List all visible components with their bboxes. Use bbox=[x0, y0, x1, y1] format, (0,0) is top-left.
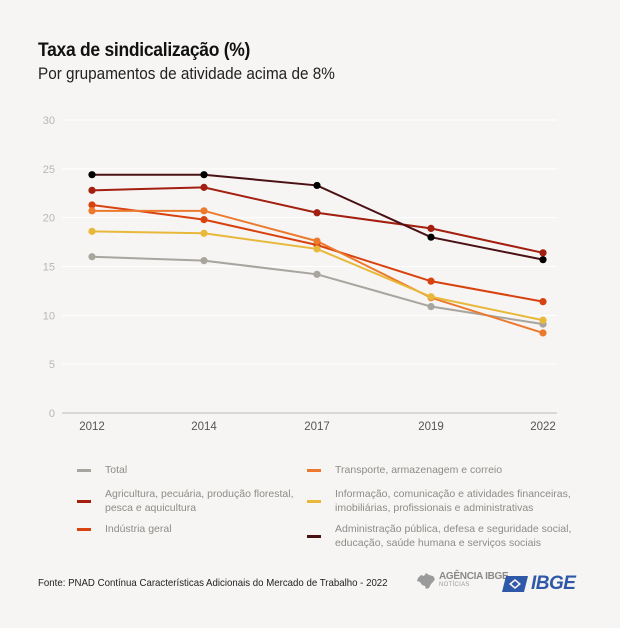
data-point bbox=[88, 171, 96, 179]
data-point bbox=[88, 207, 96, 215]
data-point bbox=[88, 253, 96, 261]
legend-item: Total bbox=[77, 463, 127, 477]
series-points bbox=[88, 171, 547, 337]
y-tick-label: 0 bbox=[49, 408, 55, 420]
data-point bbox=[539, 316, 547, 324]
legend-label: Indústria geral bbox=[105, 523, 172, 535]
y-tick-label: 15 bbox=[43, 262, 55, 274]
x-tick-label: 2019 bbox=[418, 421, 444, 433]
legend-label: Transporte, armazenagem e correio bbox=[335, 464, 503, 476]
data-point bbox=[539, 298, 547, 306]
data-point bbox=[200, 229, 208, 237]
y-axis-ticks: 0 5 10 15 20 25 30 bbox=[43, 115, 55, 420]
data-point bbox=[427, 293, 435, 301]
y-tick-label: 30 bbox=[43, 115, 55, 127]
data-point bbox=[88, 186, 96, 194]
legend-swatch bbox=[307, 500, 321, 503]
legend-label: Agricultura, pecuária, produção floresta… bbox=[105, 488, 294, 514]
data-point bbox=[200, 207, 208, 215]
data-point bbox=[427, 302, 435, 311]
ibge-logo-icon bbox=[502, 576, 528, 592]
x-tick-label: 2017 bbox=[304, 421, 330, 433]
data-point bbox=[200, 183, 208, 191]
x-axis-ticks: 2012 2014 2017 2019 2022 bbox=[79, 421, 556, 433]
legend-label: Informação, comunicação e atividades fin… bbox=[335, 488, 571, 514]
legend-label: Total bbox=[105, 464, 128, 476]
x-tick-label: 2014 bbox=[191, 421, 217, 433]
data-point bbox=[313, 209, 321, 217]
data-point bbox=[313, 245, 321, 253]
data-point bbox=[313, 237, 321, 245]
data-point bbox=[539, 256, 547, 264]
agencia-ibge-logo: AGÊNCIA IBGE NOTÍCIAS bbox=[416, 571, 509, 590]
data-point bbox=[200, 257, 208, 265]
data-point bbox=[427, 224, 435, 233]
legend-item: Administração pública, defesa e segurida… bbox=[307, 522, 571, 550]
y-tick-label: 5 bbox=[49, 359, 55, 371]
y-tick-label: 10 bbox=[43, 310, 55, 322]
y-tick-label: 20 bbox=[43, 213, 55, 225]
legend-item: Agricultura, pecuária, produção floresta… bbox=[77, 487, 294, 515]
legend-swatch bbox=[307, 469, 321, 472]
grid-lines bbox=[62, 119, 557, 414]
y-tick-label: 25 bbox=[43, 164, 55, 176]
chart-title: Taxa de sindicalização (%) bbox=[38, 40, 251, 61]
data-point bbox=[539, 329, 547, 337]
ibge-logo: IBGE bbox=[502, 573, 576, 595]
series-line bbox=[91, 203, 544, 303]
legend-swatch bbox=[77, 500, 91, 503]
data-point bbox=[200, 171, 208, 179]
series-lines bbox=[91, 173, 544, 334]
line-chart: 0 5 10 15 20 25 30 2012 2014 2017 2019 2022 bbox=[43, 115, 557, 433]
data-point bbox=[427, 277, 435, 285]
noticias-label: NOTÍCIAS bbox=[439, 582, 470, 588]
ibge-wordmark: IBGE bbox=[531, 573, 576, 594]
data-point bbox=[88, 201, 96, 209]
legend-swatch bbox=[307, 535, 321, 538]
data-point bbox=[539, 249, 547, 257]
data-point bbox=[427, 233, 435, 241]
legend-swatch bbox=[77, 528, 91, 531]
legend-item: Indústria geral bbox=[77, 522, 172, 536]
legend-swatch bbox=[77, 469, 91, 472]
x-tick-label: 2012 bbox=[79, 421, 105, 433]
data-point bbox=[88, 227, 96, 235]
legend-item: Transporte, armazenagem e correio bbox=[307, 463, 502, 477]
legend-label: Administração pública, defesa e segurida… bbox=[335, 523, 572, 549]
data-point bbox=[313, 181, 321, 190]
brazil-map-icon bbox=[417, 573, 435, 589]
agencia-label: AGÊNCIA IBGE bbox=[439, 571, 509, 582]
legend-item: Informação, comunicação e atividades fin… bbox=[307, 487, 571, 515]
chart-subtitle: Por grupamentos de atividade acima de 8% bbox=[38, 64, 335, 83]
data-point bbox=[313, 270, 321, 278]
x-tick-label: 2022 bbox=[530, 421, 556, 433]
data-point bbox=[200, 216, 208, 224]
source-note: Fonte: PNAD Contínua Características Adi… bbox=[38, 577, 388, 589]
